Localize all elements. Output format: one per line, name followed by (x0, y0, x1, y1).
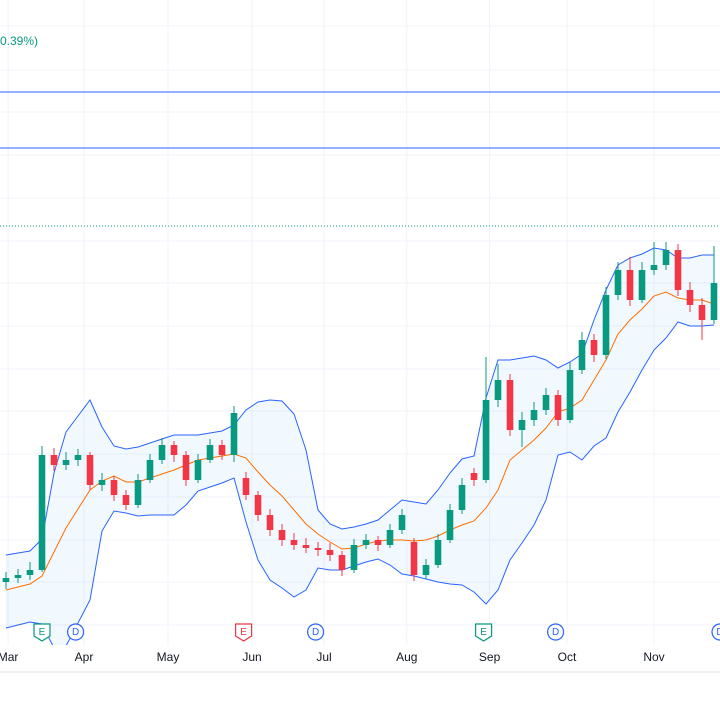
candle-body (422, 565, 430, 575)
candle-body (62, 460, 70, 465)
candle-body (26, 570, 34, 575)
event-badge (546, 623, 565, 641)
candle-body (554, 395, 562, 420)
candle-body (398, 515, 406, 530)
candle-body (302, 545, 310, 548)
candle-body (362, 540, 370, 545)
candle-body (2, 578, 10, 582)
event-label: D (552, 627, 559, 638)
x-tick-label: Apr (75, 650, 94, 664)
candle-body (206, 445, 214, 460)
candle-body (626, 270, 634, 300)
candle-body (326, 550, 334, 555)
band-upper (5, 247, 714, 556)
event-badge (307, 623, 325, 641)
x-tick-label: Aug (396, 650, 417, 664)
candle-body (698, 305, 706, 320)
candle-body (386, 530, 394, 545)
event-label: D (312, 627, 319, 638)
candle-body (518, 420, 526, 430)
candle-body (146, 460, 154, 480)
event-label: E (39, 627, 46, 638)
event-badge (33, 623, 51, 642)
price-change: 0.39%) (0, 34, 38, 48)
x-tick-label: Nov (643, 650, 664, 664)
candle-body (98, 480, 106, 485)
candle-body (338, 555, 346, 570)
candle-body (434, 540, 442, 565)
candle-body (494, 380, 502, 400)
candle-body (290, 540, 298, 545)
plot-pane (0, 0, 720, 645)
candle-body (218, 445, 226, 455)
candle-body (110, 480, 118, 495)
candle-body (506, 380, 514, 430)
candle-body (134, 480, 142, 505)
candle-body (674, 250, 682, 290)
candle-body (410, 542, 418, 575)
candle-body (278, 530, 286, 540)
candle-body (374, 540, 382, 545)
candle-body (266, 515, 274, 530)
x-tick-label: May (157, 650, 180, 664)
event-label: E (240, 627, 247, 638)
x-tick-label: Sep (479, 650, 501, 664)
candle-body (170, 445, 178, 455)
candle-body (602, 295, 610, 355)
event-label: E (480, 627, 487, 638)
candle-body (242, 478, 250, 495)
candle-body (662, 250, 670, 265)
event-badge (235, 623, 253, 642)
candle-body (614, 270, 622, 295)
x-tick-label: Jun (242, 650, 261, 664)
candle-body (350, 545, 358, 570)
candle-body (50, 455, 58, 465)
candle-body (566, 370, 574, 420)
band-basis (5, 291, 715, 591)
candle-body (458, 485, 466, 510)
candle-body (482, 400, 490, 480)
x-tick-label: Jul (316, 650, 331, 664)
candle-body (14, 575, 22, 578)
candle-body (590, 340, 598, 355)
band-lower (5, 321, 715, 645)
candle-body (578, 340, 586, 370)
candle-body (182, 455, 190, 480)
event-label: D (72, 627, 79, 638)
candle-body (254, 495, 262, 515)
candle-body (314, 548, 322, 550)
candle-body (74, 455, 82, 460)
candle-body (158, 445, 166, 460)
candle-body (86, 455, 94, 485)
candle-body (710, 283, 718, 320)
candle-body (650, 265, 658, 270)
candle-body (542, 395, 550, 410)
candle-body (470, 473, 478, 480)
candle-body (38, 455, 46, 570)
candle-body (194, 460, 202, 480)
candle-body (122, 495, 130, 505)
event-label: D (716, 627, 720, 638)
candle-body (530, 410, 538, 420)
x-tick-label: Mar (0, 650, 18, 664)
candle-body (638, 270, 646, 300)
x-tick-label: Oct (558, 650, 577, 664)
event-badge (475, 623, 493, 642)
event-badge (66, 623, 85, 641)
event-badge (711, 623, 720, 641)
candle-body (686, 290, 694, 305)
candle-body (230, 413, 238, 455)
candle-body (446, 510, 454, 540)
